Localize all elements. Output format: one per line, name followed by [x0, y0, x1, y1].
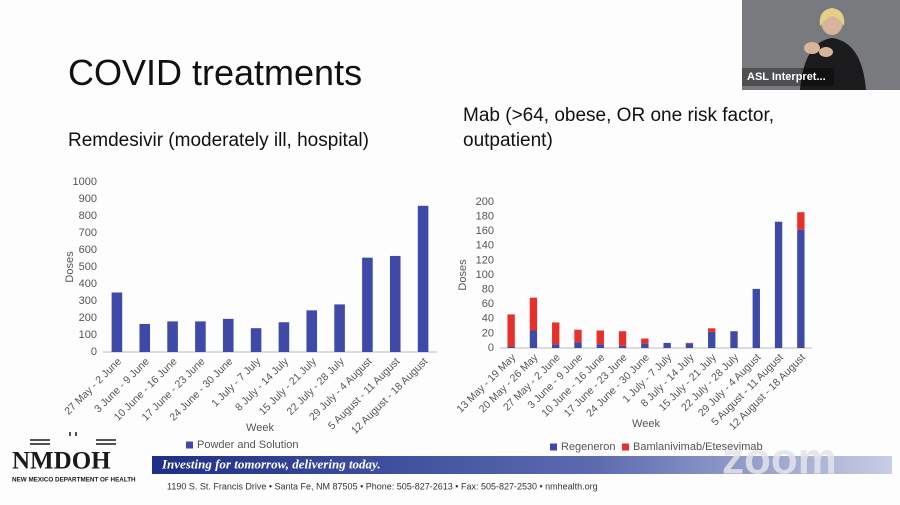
bar: [596, 344, 604, 348]
logo-rays: [30, 432, 116, 445]
bar: [362, 257, 373, 352]
legend-swatch: [550, 443, 557, 451]
video-label-bg: [742, 68, 834, 86]
interpreter-hand: [804, 42, 820, 54]
y-tick-label: 200: [79, 312, 97, 324]
y-tick-label: 400: [79, 278, 97, 290]
legend-label: Powder and Solution: [197, 439, 299, 451]
bar: [529, 330, 538, 348]
bar: [507, 346, 515, 348]
bar: [708, 331, 716, 348]
y-axis-title: Doses: [457, 259, 469, 291]
bar: [685, 342, 694, 344]
y-tick-label: 500: [79, 261, 97, 273]
bar: [250, 328, 262, 352]
bar: [552, 344, 560, 348]
y-tick-label: 120: [476, 254, 494, 266]
bar: [574, 329, 582, 343]
x-axis-title: Week: [632, 418, 660, 430]
interpreter-hand: [819, 47, 833, 57]
bar: [507, 314, 515, 347]
bar: [222, 318, 234, 352]
bar: [685, 343, 694, 348]
y-tick-label: 600: [79, 244, 97, 256]
bar: [752, 288, 760, 348]
y-tick-label: 40: [482, 313, 494, 325]
y-tick-label: 200: [476, 196, 494, 208]
bar: [389, 255, 401, 352]
y-tick-label: 80: [482, 284, 494, 296]
y-tick-label: 100: [79, 329, 97, 341]
y-tick-label: 700: [79, 227, 97, 239]
video-label: ASL Interpret...: [747, 71, 826, 83]
bar: [417, 205, 429, 352]
logo: NMDOH: [12, 448, 111, 475]
y-axis-title: Doses: [64, 251, 76, 283]
y-tick-label: 800: [79, 210, 97, 222]
address: 1190 S. St. Francis Drive • Santa Fe, NM…: [167, 481, 598, 491]
y-tick-label: 100: [476, 269, 494, 281]
y-tick-label: 180: [476, 211, 494, 223]
bar: [618, 331, 627, 346]
bar: [111, 292, 123, 352]
bar: [278, 322, 290, 352]
legend-swatch: [622, 443, 629, 451]
bar: [641, 338, 649, 344]
y-tick-label: 0: [91, 346, 97, 358]
bar: [774, 221, 783, 348]
bar: [797, 229, 805, 348]
x-axis-title: Week: [246, 422, 274, 434]
bar: [641, 343, 649, 348]
bar: [708, 328, 716, 332]
bar: [139, 323, 151, 352]
chart-title: Remdesivir (moderately ill, hospital): [68, 130, 369, 151]
y-tick-label: 1000: [73, 176, 97, 188]
bar: [574, 342, 582, 348]
bar: [306, 310, 318, 352]
bar: [167, 321, 178, 352]
bar: [195, 321, 206, 352]
legend-label: Regeneron: [561, 441, 615, 453]
bar: [529, 297, 538, 331]
zoom-watermark: zoom: [722, 435, 837, 484]
y-tick-label: 20: [482, 327, 494, 339]
bar: [596, 330, 604, 345]
y-tick-label: 900: [79, 193, 97, 205]
bar: [797, 212, 805, 230]
slogan: Investing for tomorrow, delivering today…: [161, 456, 381, 471]
bar: [663, 342, 671, 348]
legend-swatch: [186, 441, 193, 449]
bar: [618, 345, 627, 348]
slogan-band: [152, 456, 892, 474]
y-tick-label: 160: [476, 225, 494, 237]
bar: [334, 304, 345, 352]
interpreter-hair: [819, 8, 845, 26]
y-tick-label: 140: [476, 240, 494, 252]
bar: [552, 322, 560, 345]
chart-title: Mab (>64, obese, OR one risk factor, out…: [463, 105, 775, 151]
slide-title: COVID treatments: [68, 52, 363, 93]
y-tick-label: 0: [488, 342, 494, 354]
logo-subtitle: NEW MEXICO DEPARTMENT OF HEALTH: [12, 477, 136, 484]
y-tick-label: 300: [79, 295, 97, 307]
y-tick-label: 60: [482, 298, 494, 310]
legend-label: Bamlanivimab/Etesevimab: [633, 441, 763, 453]
bar: [730, 331, 738, 348]
